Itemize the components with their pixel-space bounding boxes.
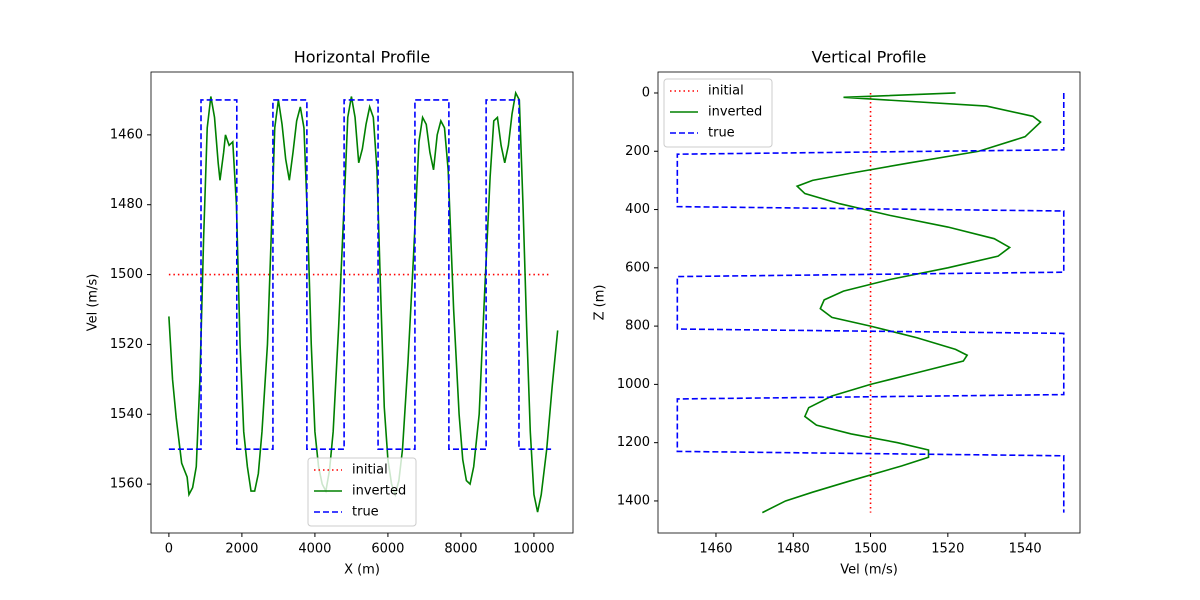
series-line xyxy=(761,92,1042,514)
x-tick-label: 8000 xyxy=(444,542,477,557)
y-axis-label: Vel (m/s) xyxy=(86,274,101,332)
x-tick-label: 1540 xyxy=(1009,542,1042,557)
x-tick-label: 1480 xyxy=(777,542,810,557)
x-tick-label: 2000 xyxy=(225,542,258,557)
chart-title: Horizontal Profile xyxy=(294,48,431,67)
legend-label: initial xyxy=(352,463,388,478)
legend-label: true xyxy=(352,505,379,520)
y-tick-label: 1000 xyxy=(617,377,650,392)
legend-label: inverted xyxy=(708,105,762,120)
series-line xyxy=(168,99,552,450)
x-tick-label: 1500 xyxy=(854,542,887,557)
series-line xyxy=(168,90,559,513)
y-axis-label: Z (m) xyxy=(593,285,608,321)
legend-label: initial xyxy=(708,84,744,99)
y-tick-label: 1200 xyxy=(617,435,650,450)
legend-label: true xyxy=(708,126,735,141)
y-tick-label: 0 xyxy=(642,85,650,100)
y-tick-label: 1400 xyxy=(617,493,650,508)
x-tick-label: 1520 xyxy=(931,542,964,557)
y-tick-label: 1540 xyxy=(110,407,143,422)
y-tick-label: 1460 xyxy=(110,127,143,142)
x-axis-label: X (m) xyxy=(344,563,380,578)
x-axis-label: Vel (m/s) xyxy=(840,563,898,578)
x-tick-label: 0 xyxy=(165,542,173,557)
y-tick-label: 400 xyxy=(625,202,650,217)
chart-title: Vertical Profile xyxy=(812,48,927,67)
legend-box xyxy=(663,78,773,148)
y-tick-label: 1500 xyxy=(110,267,143,282)
y-tick-label: 800 xyxy=(625,319,650,334)
x-tick-label: 10000 xyxy=(513,542,554,557)
legend-box xyxy=(307,457,417,527)
y-tick-label: 1560 xyxy=(110,477,143,492)
y-tick-label: 200 xyxy=(625,144,650,159)
x-tick-label: 1460 xyxy=(699,542,732,557)
y-tick-label: 600 xyxy=(625,260,650,275)
x-tick-label: 4000 xyxy=(298,542,331,557)
legend-label: inverted xyxy=(352,484,406,499)
y-tick-label: 1520 xyxy=(110,337,143,352)
x-tick-label: 6000 xyxy=(371,542,404,557)
y-tick-label: 1480 xyxy=(110,197,143,212)
series-line xyxy=(676,92,1065,513)
axes-frame xyxy=(150,71,574,534)
axes-frame xyxy=(657,71,1081,534)
